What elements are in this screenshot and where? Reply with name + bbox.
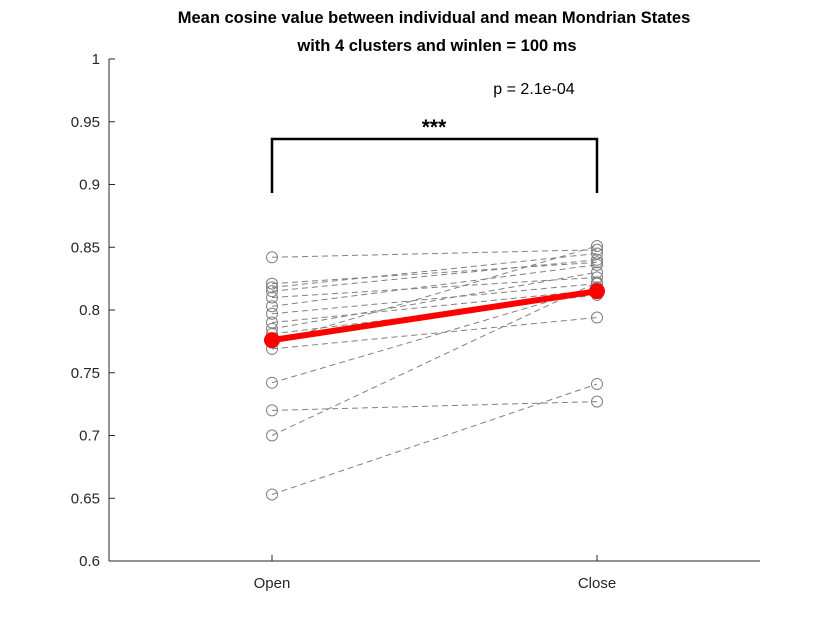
mean-marker: [589, 283, 605, 300]
subject-marker: [591, 271, 603, 284]
mean-line: [269, 288, 600, 344]
subject-marker: [266, 277, 278, 290]
y-tick-label: 0.85: [71, 239, 100, 256]
subject-line: [271, 271, 598, 330]
subject-marker: [266, 251, 278, 264]
subject-marker: [266, 285, 278, 298]
subject-marker: [266, 488, 278, 501]
subject-marker: [591, 258, 603, 271]
subject-lines: [266, 239, 603, 501]
subject-marker: [591, 378, 603, 391]
significance-annotation: p = 2.1e-04 ***: [270, 81, 599, 193]
subject-marker: [591, 256, 603, 269]
y-tick-label: 0.95: [71, 114, 100, 131]
subject-marker: [591, 266, 603, 279]
subject-marker: [266, 281, 278, 294]
subject-line: [271, 383, 598, 495]
subject-line: [271, 259, 598, 292]
chart-title-line-2: with 4 clusters and winlen = 100 ms: [296, 37, 576, 55]
mean-marker: [264, 332, 280, 349]
subject-line: [271, 276, 598, 298]
subject-marker: [266, 291, 278, 304]
y-tick-label: 0.65: [71, 490, 100, 507]
subject-line: [271, 249, 598, 258]
subject-marker: [266, 300, 278, 313]
mean-line-group: [264, 283, 605, 349]
subject-marker: [591, 395, 603, 408]
subject-marker: [266, 404, 278, 417]
subject-line: [271, 253, 598, 288]
subject-marker: [266, 429, 278, 442]
plot-axes: 0.6 0.65 0.7 0.75 0.8 0.85 0.9 0.95 1 Open Close: [71, 51, 760, 592]
y-tick-label: 0.6: [79, 553, 100, 570]
x-tick-label-open: Open: [254, 575, 291, 592]
subject-marker: [266, 307, 278, 320]
subject-line: [271, 281, 598, 436]
y-tick-label: 0.75: [71, 365, 100, 382]
p-value-label: p = 2.1e-04: [493, 81, 575, 98]
subject-line: [271, 289, 598, 324]
subject-line: [271, 401, 598, 411]
x-tick-label-close: Close: [578, 575, 616, 592]
y-tick-label: 0.8: [79, 302, 100, 319]
subject-line: [271, 245, 598, 344]
significance-bracket: [270, 137, 599, 193]
subject-line: [271, 264, 598, 307]
subject-line: [271, 283, 598, 315]
y-tick-label: 0.7: [79, 428, 100, 445]
subject-line: [271, 317, 598, 350]
significance-stars: ***: [422, 116, 447, 139]
subject-marker: [591, 253, 603, 266]
subject-line: [271, 286, 598, 384]
subject-marker: [591, 311, 603, 324]
chart-title-line-1: Mean cosine value between individual and…: [178, 9, 691, 27]
subject-marker: [591, 243, 603, 256]
y-tick-label: 0.9: [79, 177, 100, 194]
subject-marker: [266, 376, 278, 389]
y-tick-label: 1: [92, 51, 100, 68]
subject-marker: [591, 239, 603, 252]
subject-line: [271, 261, 598, 285]
